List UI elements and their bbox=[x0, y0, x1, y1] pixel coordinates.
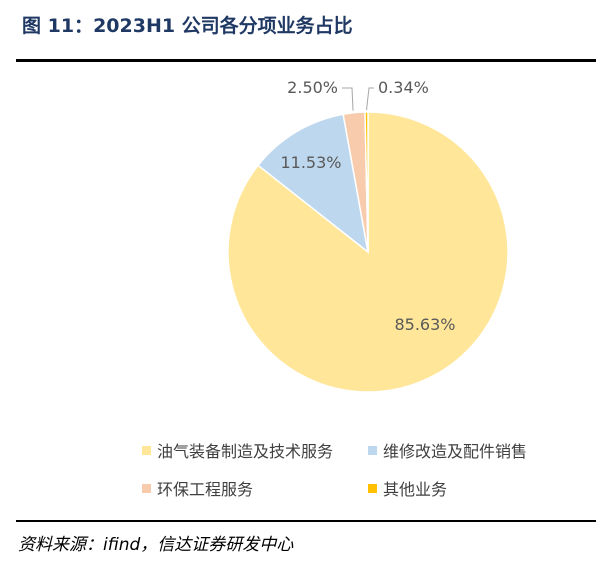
legend-swatch bbox=[142, 483, 151, 493]
leader-line-other bbox=[366, 87, 374, 111]
data-label-environmental: 2.50% bbox=[287, 78, 338, 97]
legend-swatch bbox=[368, 445, 377, 455]
legend-item-environmental: 环保工程服务 bbox=[142, 476, 368, 500]
legend: 油气装备制造及技术服务 维修改造及配件销售 环保工程服务 其他业务 bbox=[142, 438, 592, 500]
source-note: 资料来源：ifind，信达证券研发中心 bbox=[18, 535, 294, 555]
data-label-maintenance-parts: 11.53% bbox=[280, 153, 341, 172]
data-label-oil-gas-equipment: 85.63% bbox=[394, 315, 455, 334]
leader-line-environmental bbox=[342, 87, 354, 111]
legend-item-oil-gas-equipment: 油气装备制造及技术服务 bbox=[142, 438, 368, 462]
data-label-other: 0.34% bbox=[378, 78, 429, 97]
legend-swatch bbox=[142, 445, 151, 455]
legend-label: 维修改造及配件销售 bbox=[383, 442, 528, 461]
figure-title: 图 11：2023H1 公司各分项业务占比 bbox=[22, 6, 353, 46]
legend-label: 油气装备制造及技术服务 bbox=[157, 442, 334, 461]
pie-chart: 85.63% 11.53% 2.50% 0.34% bbox=[227, 78, 509, 393]
pie-slice-maintenance-parts bbox=[257, 113, 370, 254]
figure-label: 图 11： bbox=[22, 15, 94, 37]
figure-title-text: 2023H1 公司各分项业务占比 bbox=[93, 15, 353, 37]
legend-item-other: 其他业务 bbox=[368, 476, 592, 500]
legend-item-maintenance-parts: 维修改造及配件销售 bbox=[368, 438, 592, 462]
bottom-rule bbox=[16, 520, 596, 522]
pie-slice-other bbox=[364, 111, 369, 253]
legend-swatch bbox=[368, 483, 377, 493]
top-rule bbox=[16, 59, 596, 62]
legend-label: 环保工程服务 bbox=[157, 480, 254, 499]
legend-label: 其他业务 bbox=[383, 480, 448, 499]
